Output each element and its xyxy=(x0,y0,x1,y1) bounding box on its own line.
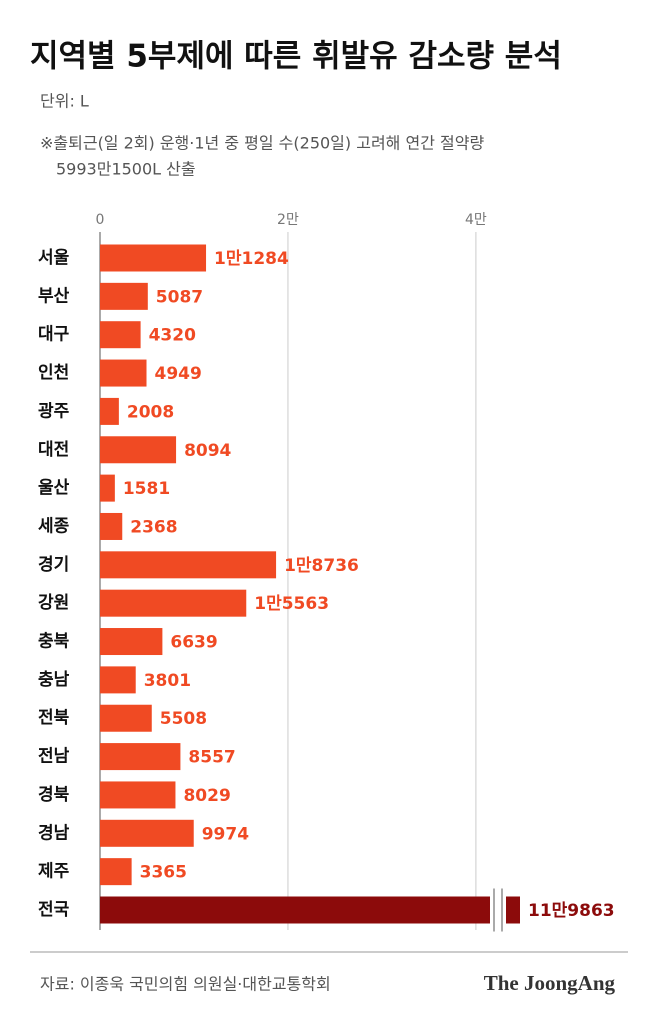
bar xyxy=(100,359,147,387)
value-label: 8094 xyxy=(184,441,231,461)
bar xyxy=(100,888,520,932)
bar xyxy=(100,743,181,771)
grid xyxy=(99,232,477,930)
value-label: 1만1284 xyxy=(214,249,289,269)
y-tick-label: 서울 xyxy=(38,248,70,268)
y-tick-label: 광주 xyxy=(38,401,70,421)
y-tick-label: 충북 xyxy=(38,632,70,652)
y-tick-label: 경남 xyxy=(38,823,70,843)
value-label: 3801 xyxy=(144,671,191,691)
y-tick-label: 세종 xyxy=(38,516,70,536)
value-label: 8029 xyxy=(183,786,230,806)
bar xyxy=(100,551,277,579)
value-label: 5508 xyxy=(160,709,207,729)
logo: The JoongAng xyxy=(484,971,616,995)
y-tick-label: 충남 xyxy=(38,670,70,690)
bar xyxy=(100,321,141,349)
y-tick-label: 전남 xyxy=(38,747,70,767)
bar xyxy=(100,628,163,656)
chart-title: 지역별 5부제에 따른 휘발유 감소량 분석 xyxy=(30,39,562,75)
value-label: 1만5563 xyxy=(254,594,329,614)
bar xyxy=(100,512,123,540)
x-tick-label: 4만 xyxy=(465,212,487,228)
value-label: 4320 xyxy=(149,326,196,346)
value-label: 1581 xyxy=(123,479,170,499)
bar xyxy=(100,781,176,809)
value-label: 8557 xyxy=(188,748,235,768)
y-tick-label: 제주 xyxy=(38,862,70,882)
y-tick-label: 인천 xyxy=(38,363,69,383)
bar xyxy=(100,704,152,732)
bar xyxy=(100,474,115,502)
bar xyxy=(100,436,177,464)
y-tick-label: 강원 xyxy=(38,593,69,613)
bar-segment xyxy=(100,896,490,924)
y-tick-label: 부산 xyxy=(38,286,70,306)
value-label: 5087 xyxy=(156,287,203,307)
value-label: 9974 xyxy=(202,824,249,844)
bar-segment xyxy=(506,896,520,924)
y-tick-label: 전북 xyxy=(38,708,70,728)
y-tick-label: 전국 xyxy=(38,900,70,920)
value-label: 3365 xyxy=(140,863,187,883)
bar xyxy=(100,244,207,272)
y-tick-label: 경기 xyxy=(38,555,69,575)
bar xyxy=(100,819,194,847)
note: ※출퇴근(일 2회) 운행·1년 중 평일 수(250일) 고려해 연간 절약량 xyxy=(40,134,484,153)
x-tick-label: 2만 xyxy=(277,212,299,228)
value-label: 1만8736 xyxy=(284,556,359,576)
value-label: 4949 xyxy=(155,364,202,384)
value-label: 11만9863 xyxy=(528,901,615,921)
y-tick-label: 대전 xyxy=(38,440,69,460)
value-label: 2368 xyxy=(130,517,177,537)
y-tick-label: 대구 xyxy=(38,325,70,345)
x-tick-label: 0 xyxy=(96,212,105,228)
bar xyxy=(100,858,132,886)
note: 5993만1500L 산출 xyxy=(56,160,196,179)
bar xyxy=(100,282,148,310)
subtitle: 단위: L xyxy=(40,92,89,111)
source: 자료: 이종욱 국민의힘 의원실·대한교통학회 xyxy=(40,975,331,994)
bar xyxy=(100,666,136,694)
value-label: 2008 xyxy=(127,402,174,422)
y-tick-label: 울산 xyxy=(38,478,70,498)
bar xyxy=(100,397,119,425)
y-tick-label: 경북 xyxy=(38,785,70,805)
value-label: 6639 xyxy=(170,633,217,653)
bar xyxy=(100,589,247,617)
